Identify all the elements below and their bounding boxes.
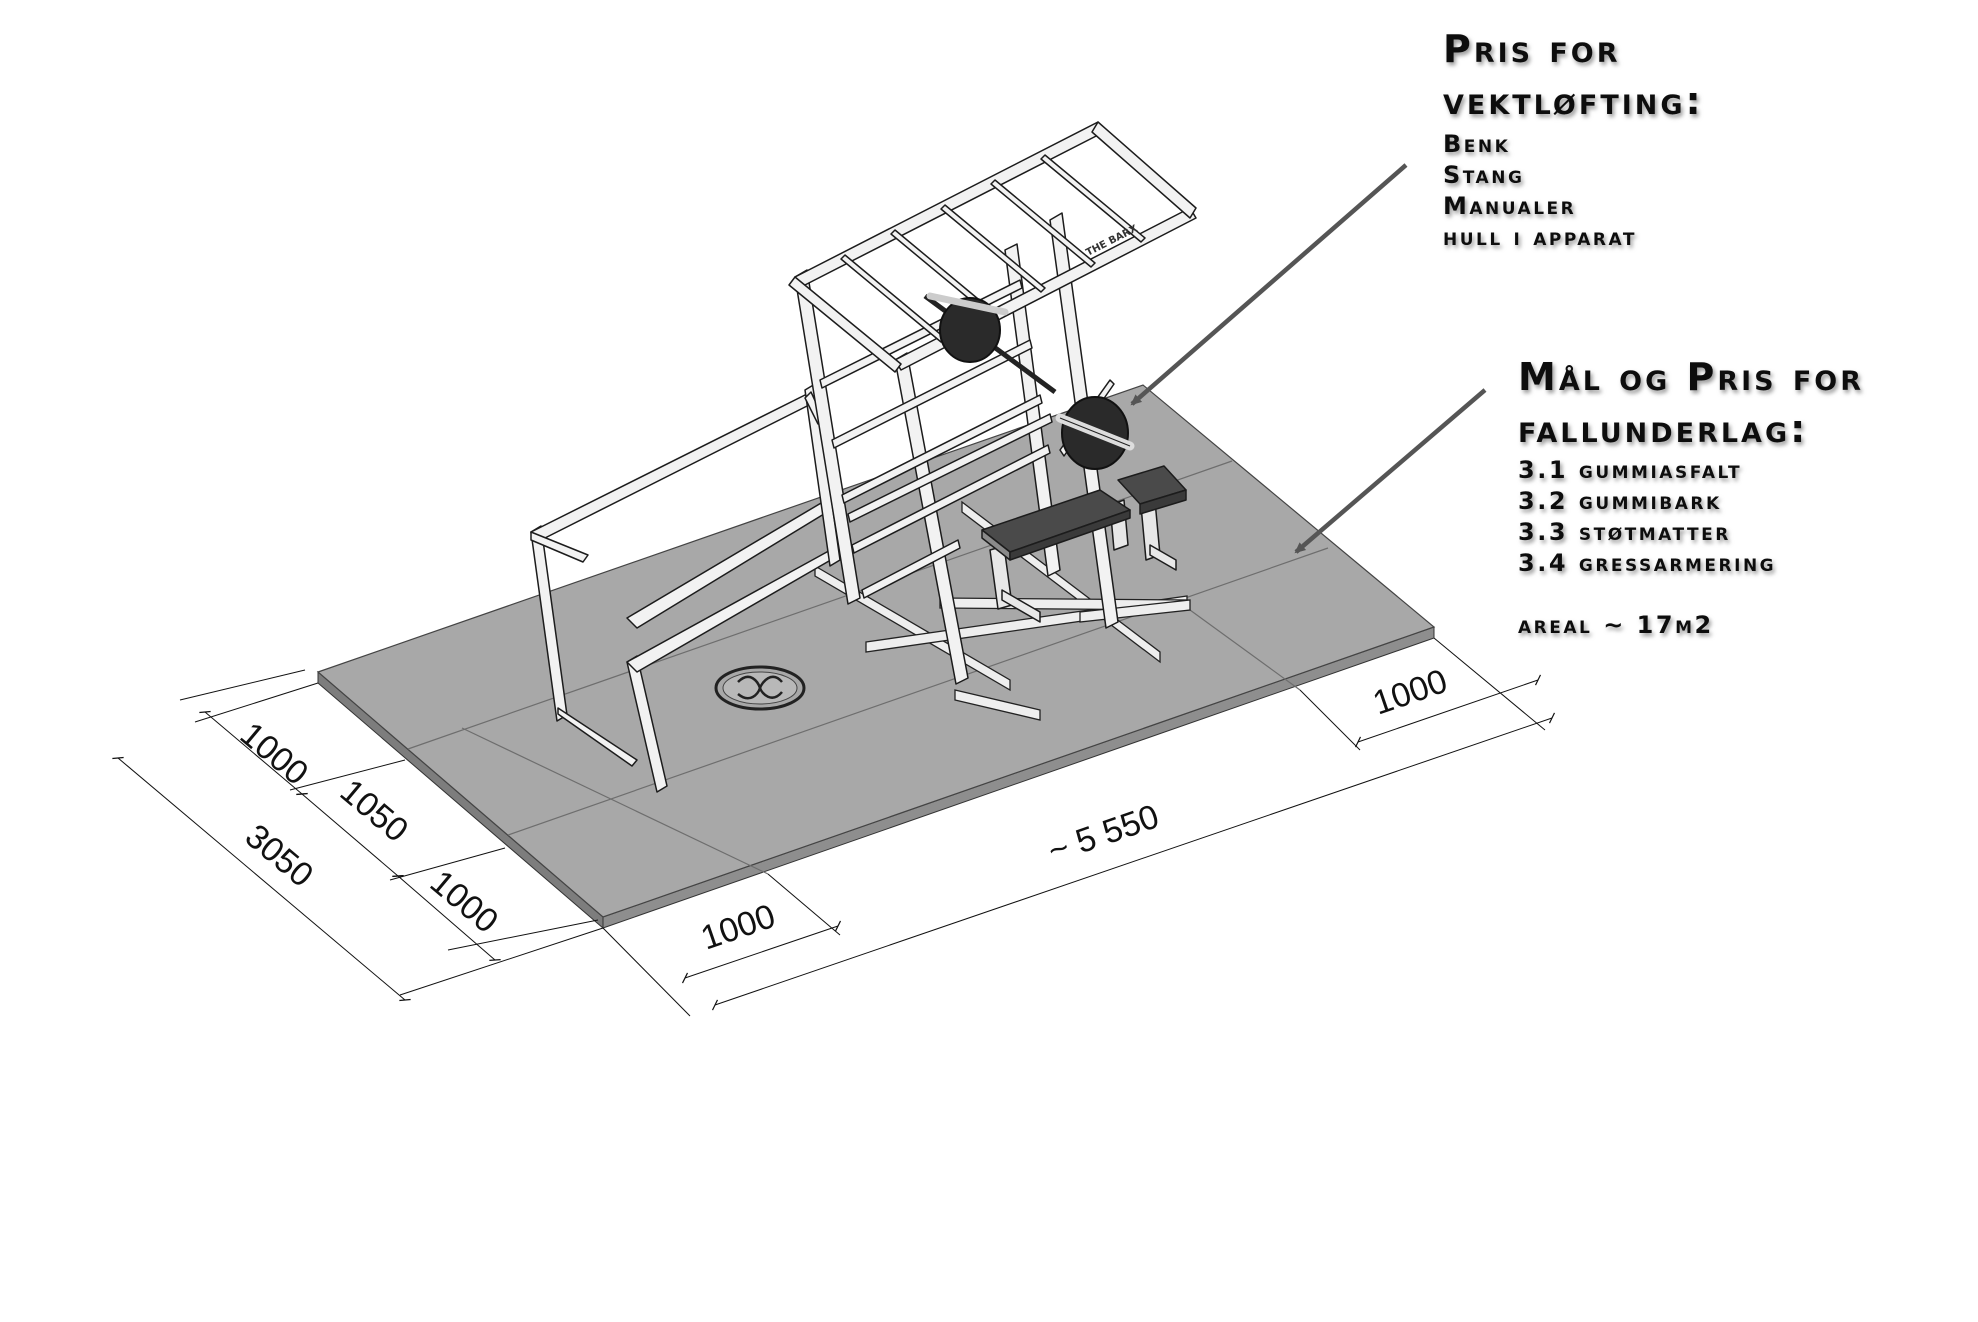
barbell [923, 292, 1135, 470]
top-ladder-end [1091, 121, 1197, 219]
dim-length-left [681, 920, 842, 984]
extension-line [1299, 689, 1361, 751]
bench-backrest-edge [1139, 489, 1187, 515]
safety-mat [316, 384, 1436, 930]
underlay-title-line1: Mål og Pris for [1518, 355, 1864, 399]
mat-zone-line [1189, 609, 1301, 691]
bench-leg [1149, 544, 1177, 571]
frame-brace [530, 531, 589, 563]
top-ladder-rung [990, 179, 1096, 268]
barbell-bar [1059, 417, 1131, 447]
weightlifting-title-line2: vektløfting: [1443, 79, 1704, 123]
extension-line [399, 927, 604, 996]
dim-label-length-total: ~ 5 550 [1043, 797, 1164, 870]
weightlifting-item: hull i apparat [1443, 223, 1637, 251]
dim-length-total [711, 712, 1556, 1011]
underlay-item: 3.1 gummiasfalt [1518, 456, 1742, 484]
dim-label-width-back: 1000 [423, 863, 505, 941]
weight-plate [939, 297, 1001, 363]
mat-zone-line [507, 547, 1329, 836]
underlay-item: 3.3 støtmatter [1518, 518, 1731, 546]
weightlifting-item: Benk [1443, 130, 1510, 158]
extension-line [767, 873, 841, 936]
top-ladder-rail-right [894, 207, 1197, 371]
frame-brace [557, 707, 638, 767]
top-ladder-rung [940, 204, 1046, 293]
ladder-inner-right [1004, 243, 1061, 577]
underlay-area: areal ~ 17m2 [1518, 611, 1714, 639]
dim-label-width-front: 1000 [233, 715, 315, 793]
ladder-rung [851, 444, 1051, 554]
dim-length-right [1354, 674, 1542, 748]
dim-width-middle [296, 792, 404, 878]
bench-leg [1001, 589, 1041, 623]
dim-label-length-left: 1000 [696, 897, 780, 958]
frame-post [804, 383, 841, 567]
weightlifting-item: Stang [1443, 161, 1524, 189]
top-ladder-rung [840, 254, 946, 343]
top-ladder-end [788, 276, 902, 373]
ladder-rung [841, 394, 1043, 504]
dimension-lines [112, 637, 1556, 1017]
barx-logo [714, 665, 806, 711]
ladder-rung [861, 539, 961, 599]
dim-helper [447, 919, 599, 951]
underlay-item: 3.4 gressarmering [1518, 549, 1776, 577]
extension-line [602, 927, 691, 1017]
weightlifting-item: Manualer [1443, 192, 1576, 220]
dim-helper [179, 669, 306, 701]
extension-line [1433, 637, 1546, 731]
callout-arrow-weightlifting [1130, 163, 1408, 406]
top-ladder-rung [1040, 154, 1146, 243]
weightlifting-title-line1: Pris for [1443, 27, 1621, 71]
bench-seat-edge [1009, 509, 1131, 561]
underlay-item: 3.2 gummibark [1518, 487, 1722, 515]
dim-label-width-middle: 1050 [333, 772, 415, 850]
dim-width-front [199, 710, 308, 796]
dim-width-total [112, 756, 411, 1002]
ladder-rung [831, 339, 1033, 449]
barbell-bar [926, 292, 1009, 316]
underlay-info: Mål og Pris for fallunderlag: 3.1 gummia… [1518, 355, 1864, 639]
dim-width-back [392, 874, 501, 962]
frame-rail [847, 413, 1053, 523]
weightlifting-info: Pris for vektløfting: Benk Stang Manuale… [1443, 27, 1704, 251]
underlay-title-line2: fallunderlag: [1518, 407, 1808, 451]
dim-label-width-total: 3050 [238, 817, 320, 895]
bench [981, 465, 1187, 623]
callout-arrow-underlay [1294, 388, 1487, 554]
